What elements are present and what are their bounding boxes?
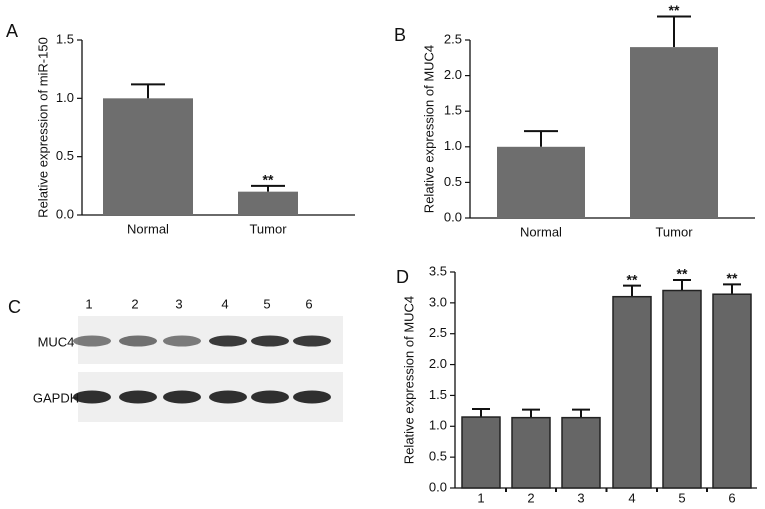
significance-marker: ** xyxy=(677,266,688,282)
blot-band xyxy=(293,335,331,347)
y-tick-label: 0.0 xyxy=(429,479,447,494)
y-tick-label: 0.5 xyxy=(56,148,74,163)
y-tick-label: 1.5 xyxy=(444,103,462,118)
x-tick-label: 5 xyxy=(678,490,685,505)
significance-marker: ** xyxy=(727,270,738,286)
bar xyxy=(712,293,752,489)
significance-marker: ** xyxy=(669,2,680,18)
blot-band xyxy=(209,335,247,347)
y-axis-label: Relative expression of miR-150 xyxy=(35,37,50,218)
x-tick-label: Normal xyxy=(127,221,169,236)
y-axis-label: Relative expression of MUC4 xyxy=(401,296,416,464)
bar xyxy=(511,416,551,489)
lane-label: 4 xyxy=(221,296,228,311)
blot-band xyxy=(119,390,157,404)
y-tick-label: 1.5 xyxy=(429,387,447,402)
blot-band xyxy=(163,335,201,347)
blot-band xyxy=(251,390,289,404)
y-tick-label: 1.0 xyxy=(444,138,462,153)
significance-marker: ** xyxy=(263,172,274,188)
y-tick-label: 1.0 xyxy=(429,418,447,433)
y-tick-label: 1.0 xyxy=(56,90,74,105)
lane-label: 3 xyxy=(175,296,182,311)
bar xyxy=(662,289,702,489)
blot-band xyxy=(73,390,111,404)
x-tick-label: 1 xyxy=(477,490,484,505)
bar xyxy=(103,98,193,215)
x-tick-label: 2 xyxy=(527,490,534,505)
x-tick-label: Normal xyxy=(520,224,562,239)
bar xyxy=(461,416,501,489)
significance-marker: ** xyxy=(627,271,638,287)
bar xyxy=(561,416,601,489)
y-tick-label: 0.0 xyxy=(444,209,462,224)
y-tick-label: 0.5 xyxy=(444,174,462,189)
x-tick-label: 3 xyxy=(577,490,584,505)
y-tick-label: 3.0 xyxy=(429,294,447,309)
y-tick-label: 2.5 xyxy=(429,325,447,340)
panel-label: D xyxy=(396,267,409,287)
lane-label: 2 xyxy=(131,296,138,311)
lane-label: 5 xyxy=(263,296,270,311)
y-axis-label: Relative expression of MUC4 xyxy=(421,45,436,213)
blot-band xyxy=(163,390,201,404)
blot-band xyxy=(209,390,247,404)
y-tick-label: 1.5 xyxy=(56,31,74,46)
bar xyxy=(238,191,298,215)
row-label: MUC4 xyxy=(38,334,75,349)
bar xyxy=(612,295,652,489)
x-tick-label: Tumor xyxy=(655,224,693,239)
x-tick-label: 4 xyxy=(628,490,635,505)
blot-band xyxy=(251,335,289,347)
panel-label: A xyxy=(6,21,18,41)
blot-band xyxy=(119,335,157,347)
y-tick-label: 2.0 xyxy=(444,67,462,82)
y-tick-label: 0.5 xyxy=(429,449,447,464)
blot-band xyxy=(73,335,111,347)
lane-label: 6 xyxy=(305,296,312,311)
lane-label: 1 xyxy=(85,296,92,311)
y-tick-label: 0.0 xyxy=(56,206,74,221)
x-tick-label: 6 xyxy=(728,490,735,505)
panel-label: B xyxy=(394,25,406,45)
bar xyxy=(497,146,585,218)
x-tick-label: Tumor xyxy=(249,221,287,236)
y-tick-label: 2.5 xyxy=(444,31,462,46)
y-tick-label: 2.0 xyxy=(429,356,447,371)
y-tick-label: 3.5 xyxy=(429,263,447,278)
row-label: GAPDH xyxy=(33,390,79,405)
blot-band xyxy=(293,390,331,404)
bar xyxy=(630,47,718,219)
panel-label: C xyxy=(8,297,21,317)
